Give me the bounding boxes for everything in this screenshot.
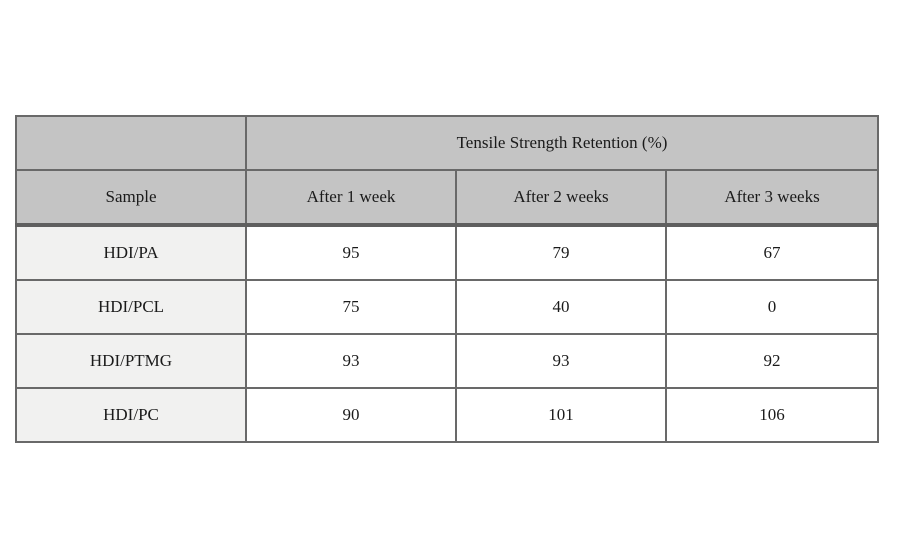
value-cell: 0 (664, 279, 880, 335)
table-row: HDI/PTMG 93 93 92 (15, 333, 880, 389)
column-header-week1: After 1 week (245, 169, 457, 227)
table-row: HDI/PCL 75 40 0 (15, 279, 880, 335)
value-cell: 67 (664, 224, 880, 281)
table-row: HDI/PA 95 79 67 (15, 224, 880, 281)
column-header-week3: After 3 weeks (664, 169, 880, 227)
value-cell: 79 (455, 224, 667, 281)
value-cell: 93 (455, 333, 667, 389)
value-cell: 95 (245, 224, 457, 281)
value-cell: 93 (245, 333, 457, 389)
sample-cell: HDI/PA (15, 224, 247, 281)
sample-header-cell: Sample (15, 169, 247, 227)
table-header-row-title: Tensile Strength Retention (%) (15, 115, 880, 171)
table-header-row-columns: Sample After 1 week After 2 weeks After … (15, 169, 880, 227)
value-cell: 101 (455, 387, 667, 443)
empty-corner-cell (15, 115, 247, 171)
sample-cell: HDI/PTMG (15, 333, 247, 389)
column-header-week2: After 2 weeks (455, 169, 667, 227)
tensile-strength-retention-table: Tensile Strength Retention (%) Sample Af… (15, 115, 880, 443)
value-cell: 92 (664, 333, 880, 389)
table-title-cell: Tensile Strength Retention (%) (244, 115, 880, 171)
value-cell: 75 (245, 279, 457, 335)
value-cell: 90 (245, 387, 457, 443)
value-cell: 40 (455, 279, 667, 335)
sample-cell: HDI/PCL (15, 279, 247, 335)
value-cell: 106 (664, 387, 880, 443)
table-row: HDI/PC 90 101 106 (15, 387, 880, 443)
sample-cell: HDI/PC (15, 387, 247, 443)
